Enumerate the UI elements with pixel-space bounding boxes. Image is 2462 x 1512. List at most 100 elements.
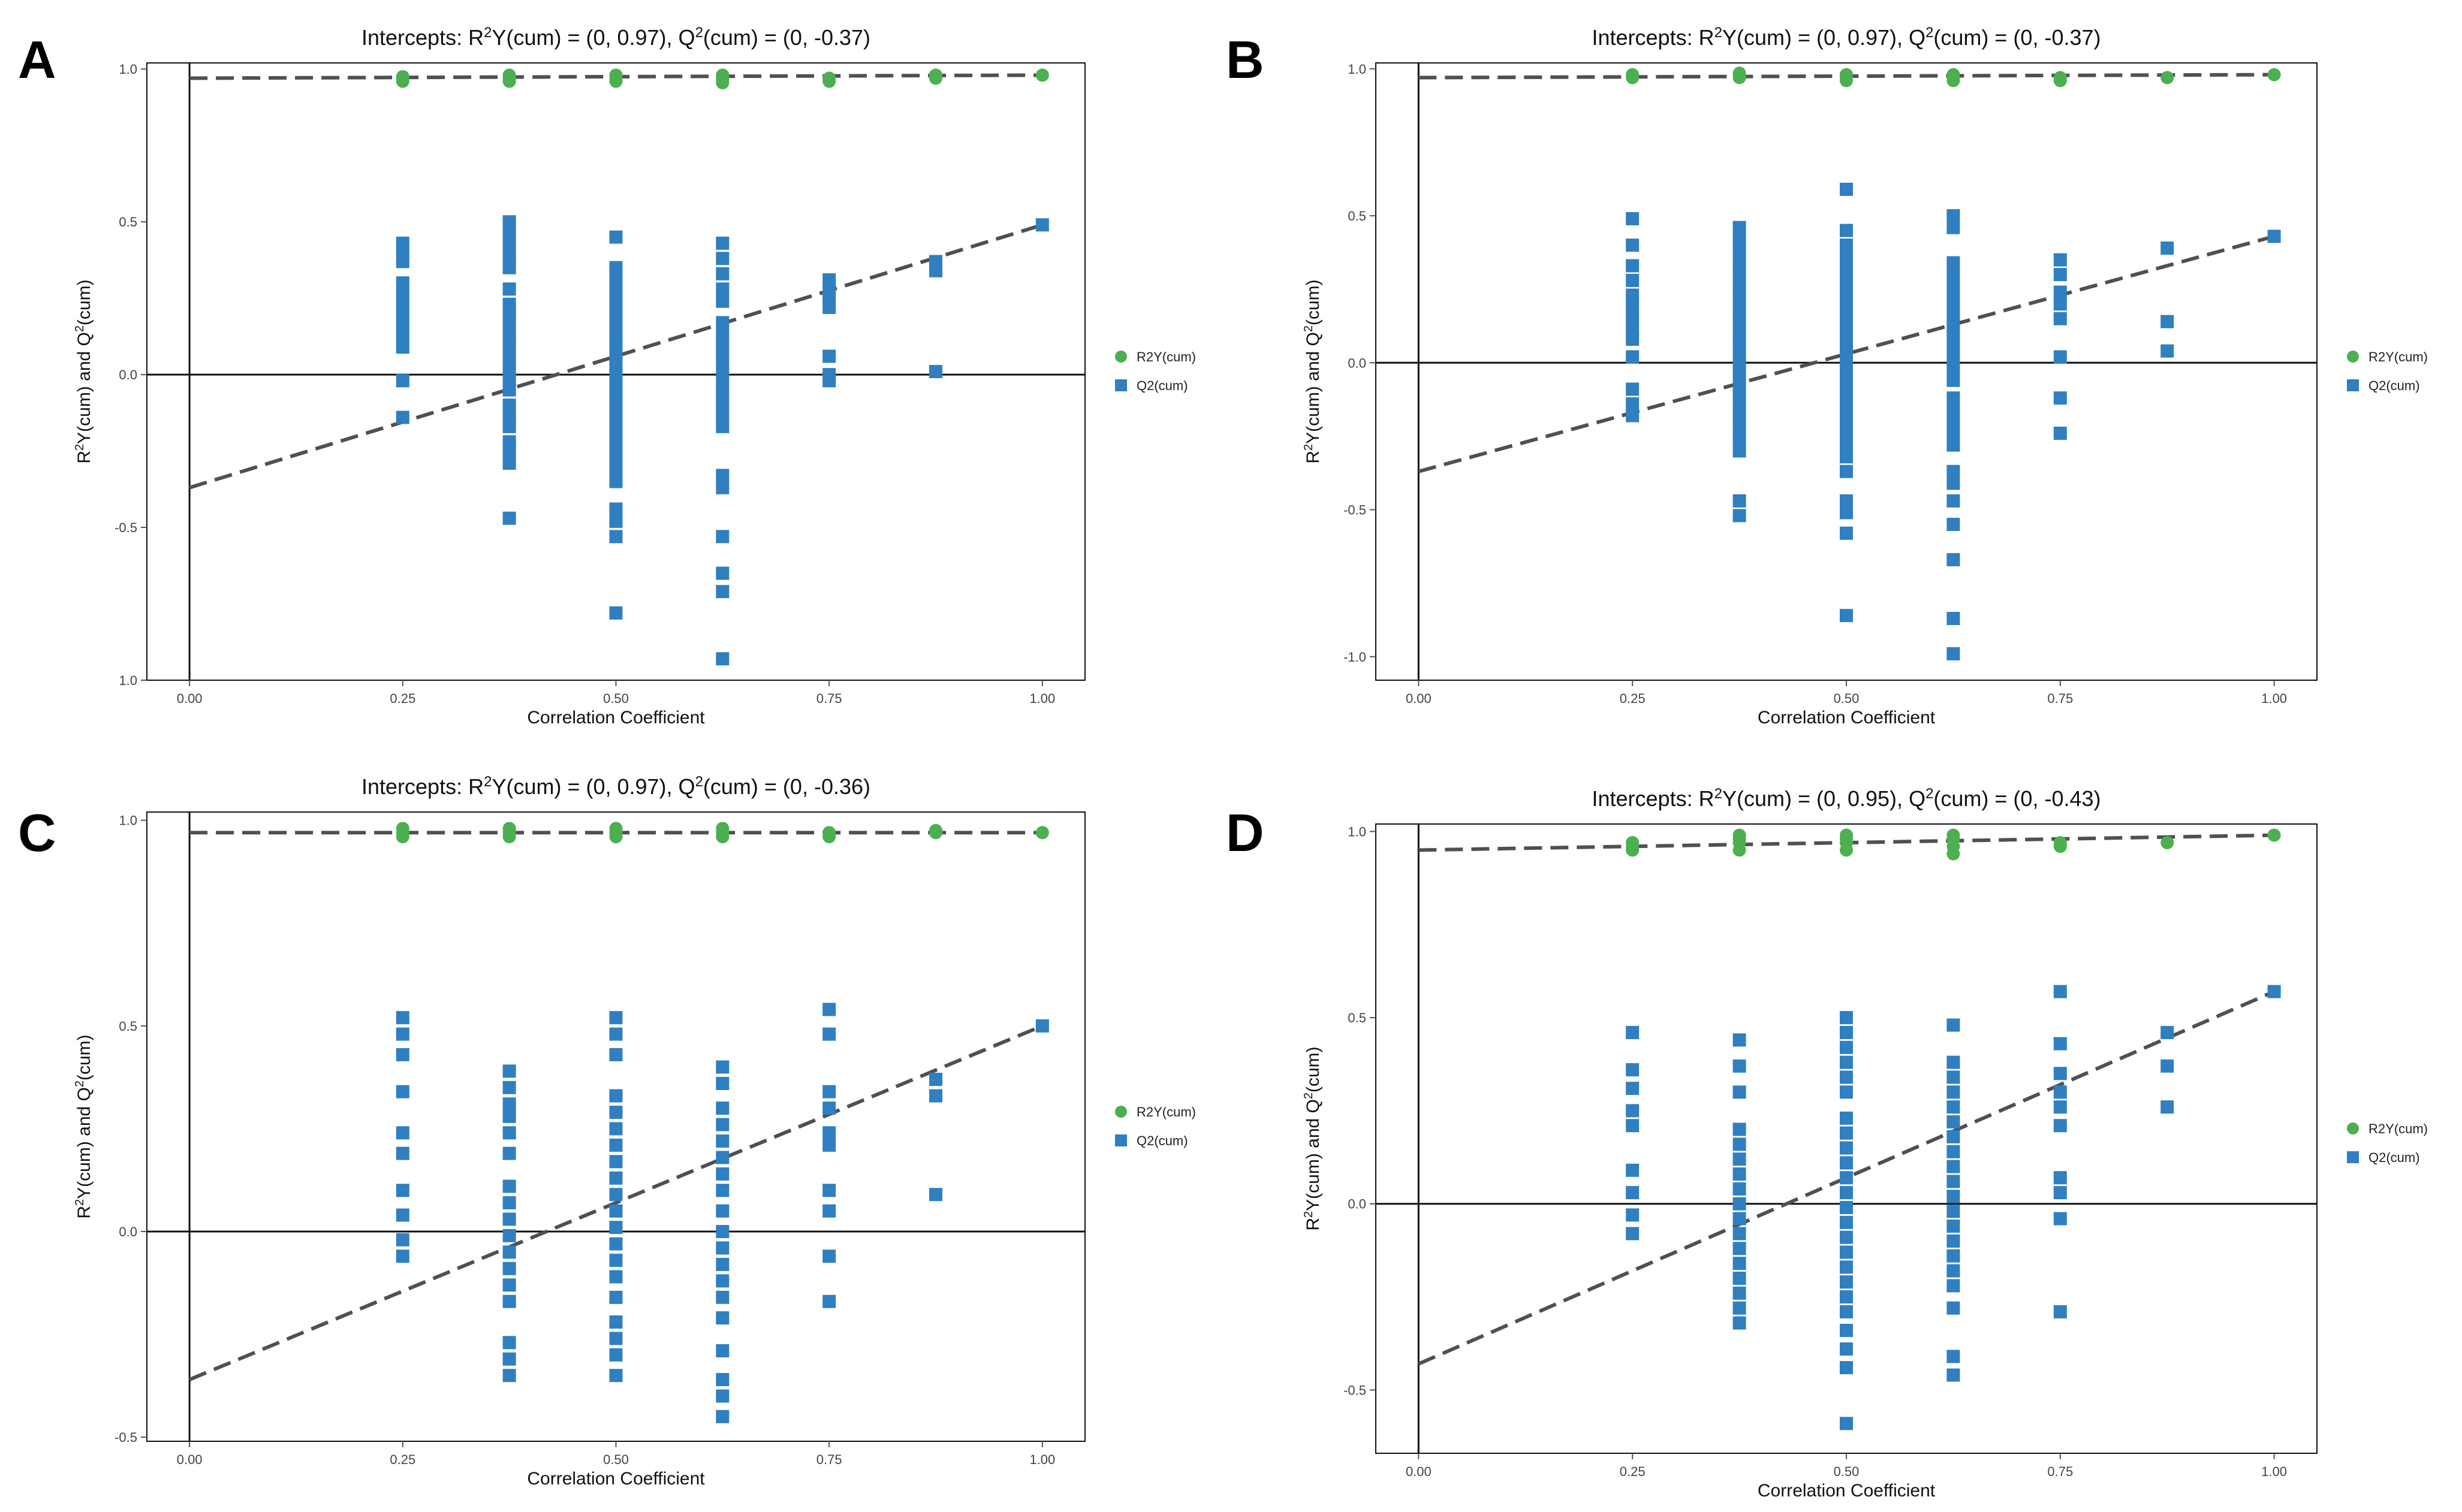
legend: R2Y(cum) Q2(cum)	[1115, 349, 1196, 393]
q2-point	[1946, 338, 1960, 352]
q2-point	[396, 340, 409, 354]
q2-point	[1946, 221, 1960, 234]
q2-point	[1626, 1063, 1640, 1077]
q2-point	[1626, 1082, 1640, 1095]
q2-point	[1840, 494, 1853, 508]
q2-point	[1732, 1033, 1746, 1047]
q2-point	[396, 1027, 409, 1041]
q2-point	[396, 1085, 409, 1098]
q2-point	[1946, 373, 1960, 387]
q2-point	[1732, 373, 1746, 387]
q2-point	[1946, 350, 1960, 364]
q2-point	[2267, 230, 2281, 243]
q2-point	[502, 1196, 516, 1209]
q2-point	[1840, 333, 1853, 346]
q2-point	[716, 1118, 730, 1131]
y-tick-label: -0.5	[1343, 1383, 1366, 1398]
r2y-point	[1626, 836, 1640, 850]
q2-point	[2053, 1171, 2067, 1185]
q2-point	[1840, 1342, 1853, 1356]
q2-point	[1946, 1190, 1960, 1203]
q2-point	[609, 1011, 623, 1025]
q2-point	[716, 1167, 730, 1181]
legend: R2Y(cum) Q2(cum)	[2347, 349, 2428, 393]
r2y-points	[396, 68, 1049, 90]
plot-title: Intercepts: R2Y(cum) = (0, 0.97), Q2(cum…	[1592, 25, 2101, 50]
q2-point	[1840, 1011, 1853, 1025]
q2-point	[502, 337, 516, 351]
q2-point	[1840, 344, 1853, 358]
y-axis-title: R2Y(cum) and Q2(cum)	[73, 1034, 94, 1218]
q2-point	[1732, 256, 1746, 270]
q2-point	[609, 1332, 623, 1345]
r2y-point	[716, 822, 730, 835]
legend-q2-label: Q2(cum)	[2368, 378, 2420, 393]
q2-point	[609, 1348, 623, 1362]
q2-point	[502, 399, 516, 412]
q2-point	[609, 1204, 623, 1218]
q2-point	[1946, 303, 1960, 316]
q2-point	[1946, 315, 1960, 328]
q2-point	[1946, 1100, 1960, 1114]
q2-point	[502, 511, 516, 525]
legend-r2y-marker	[1115, 351, 1127, 363]
r2y-point	[502, 68, 516, 82]
q2-point	[1840, 273, 1853, 287]
q2-point	[1946, 1055, 1960, 1069]
y-tick-label: 0.0	[1348, 1197, 1366, 1212]
r2y-point	[1946, 68, 1960, 82]
q2-point	[1946, 1130, 1960, 1143]
q2-point	[1626, 1186, 1640, 1200]
q2-point	[502, 1229, 516, 1242]
r2y-point	[1626, 68, 1640, 82]
q2-point	[1732, 1212, 1746, 1226]
q2-point	[822, 1027, 836, 1041]
q2-point	[822, 1250, 836, 1263]
q2-point	[1732, 1227, 1746, 1241]
y-tick-label: -1.0	[1343, 650, 1366, 665]
y-tick-label: 0.0	[119, 367, 137, 382]
q2-point	[1840, 1141, 1853, 1155]
q2-point	[1840, 309, 1853, 322]
q2-point	[1626, 1025, 1640, 1039]
q2-point	[1946, 1175, 1960, 1188]
x-tick-label: 0.25	[390, 691, 415, 706]
legend-q2-marker	[1115, 379, 1127, 391]
q2-point	[609, 1237, 623, 1251]
q2-point	[1946, 518, 1960, 532]
q2-point	[1946, 279, 1960, 293]
r2y-point	[396, 70, 409, 83]
x-axis-title: Correlation Coefficient	[1758, 708, 1936, 728]
q2-point	[502, 239, 516, 253]
q2-point	[1946, 415, 1960, 428]
q2-point	[609, 261, 623, 274]
q2-point	[1946, 1070, 1960, 1084]
q2-point	[609, 1048, 623, 1061]
y-axis-title: R2Y(cum) and Q2(cum)	[73, 279, 94, 463]
q2-point	[716, 566, 730, 580]
q2-point	[1035, 1019, 1049, 1033]
q2-point	[929, 264, 943, 277]
q2-point	[1840, 1275, 1853, 1289]
x-tick-label: 0.25	[1620, 691, 1646, 706]
x-tick-label: 1.00	[2261, 1464, 2287, 1479]
q2-point	[716, 1225, 730, 1238]
panel-a: A Intercepts: R2Y(cum) = (0, 0.97), Q2(cu…	[18, 25, 1196, 728]
q2-point	[2053, 1186, 2067, 1200]
q2-point	[1840, 450, 1853, 464]
q2-point	[1626, 312, 1640, 325]
q2-point	[1840, 1215, 1853, 1229]
x-tick-label: 0.50	[603, 1452, 629, 1467]
x-tick-label: 0.00	[1406, 691, 1432, 706]
legend-q2-label: Q2(cum)	[1137, 378, 1188, 393]
q2-point	[716, 481, 730, 494]
r2y-point	[929, 68, 943, 82]
r2y-point	[2160, 71, 2174, 84]
q2-regression-line	[1418, 989, 2275, 1366]
q2-point	[609, 514, 623, 528]
q2-point	[502, 1126, 516, 1140]
q2-point	[1946, 612, 1960, 625]
q2-point	[822, 300, 836, 314]
q2-point	[2053, 297, 2067, 311]
q2-point	[1840, 1025, 1853, 1039]
